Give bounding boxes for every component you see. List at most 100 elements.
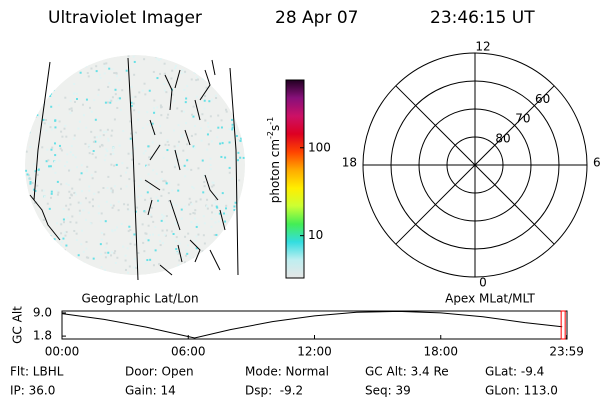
speckle (78, 212, 81, 215)
speckle (97, 212, 100, 215)
ring-label: 70 (515, 112, 530, 126)
speckle (203, 99, 206, 102)
speckle (159, 125, 162, 128)
speckle (163, 89, 166, 92)
speckle (133, 133, 136, 136)
speckle (153, 110, 156, 113)
y-tick-label: 1.8 (33, 329, 52, 343)
speckle (197, 233, 200, 236)
speckle (184, 205, 187, 208)
speckle (173, 129, 176, 132)
speckle (231, 177, 234, 180)
speckle (125, 69, 128, 72)
speckle (50, 148, 53, 151)
speckle (29, 180, 32, 183)
speckle (232, 268, 235, 271)
speckle (137, 252, 140, 255)
speckle (65, 270, 68, 273)
speckle (95, 135, 98, 138)
speckle (171, 59, 174, 62)
speckle (221, 192, 224, 195)
speckle (231, 74, 234, 77)
speckle (158, 263, 161, 266)
speckle (204, 66, 207, 69)
speckle (196, 223, 199, 226)
speckle (38, 229, 41, 232)
speckle (215, 76, 218, 79)
speckle (244, 171, 245, 174)
speckle (124, 171, 127, 174)
speckle (223, 82, 226, 85)
speckle (143, 210, 146, 213)
speckle (113, 72, 116, 75)
speckle (94, 55, 97, 58)
colorbar-label: photon cm-2s-1 (266, 117, 282, 204)
speckle (60, 244, 63, 247)
speckle (167, 143, 170, 146)
speckle (133, 60, 136, 63)
speckle (205, 86, 208, 89)
speckle (211, 258, 214, 261)
speckle (155, 196, 158, 199)
speckle (80, 172, 83, 175)
status-field: GLat: -9.4 (485, 365, 544, 379)
speckle (86, 63, 89, 66)
speckle (183, 164, 186, 167)
speckle (33, 201, 36, 204)
speckle (60, 149, 63, 152)
speckle (242, 156, 245, 159)
speckle (50, 190, 53, 193)
speckle (49, 126, 52, 129)
speckle (209, 168, 212, 171)
speckle (26, 261, 29, 264)
speckle (160, 194, 163, 197)
speckle (180, 217, 183, 220)
speckle (68, 190, 71, 193)
speckle (221, 73, 224, 76)
speckle (129, 120, 132, 123)
speckle (144, 198, 147, 201)
speckle (70, 107, 73, 110)
speckle (87, 63, 90, 66)
speckle (104, 256, 107, 259)
speckle (65, 231, 68, 234)
speckle (137, 118, 140, 121)
speckle (147, 224, 150, 227)
speckle (232, 156, 235, 159)
speckle (74, 100, 77, 103)
speckle (189, 201, 192, 204)
speckle (114, 250, 117, 253)
speckle (111, 129, 114, 132)
speckle (164, 234, 167, 237)
speckle (99, 135, 102, 138)
speckle (90, 174, 93, 177)
speckle (195, 79, 198, 82)
speckle (82, 61, 85, 64)
speckle (193, 146, 196, 149)
speckle (25, 188, 28, 191)
speckle (85, 98, 88, 101)
speckle (89, 222, 92, 225)
speckle (163, 62, 166, 65)
speckle (208, 246, 211, 249)
speckle (58, 235, 61, 238)
speckle (156, 106, 159, 109)
speckle (56, 274, 59, 275)
speckle (31, 73, 34, 76)
speckle (33, 244, 36, 247)
speckle (74, 193, 77, 196)
speckle (87, 256, 90, 259)
speckle (175, 222, 178, 225)
speckle (71, 59, 74, 62)
speckle (63, 249, 66, 252)
speckle (49, 75, 52, 78)
speckle (214, 213, 217, 216)
speckle (241, 75, 244, 78)
speckle (202, 270, 205, 273)
speckle (147, 239, 150, 242)
speckle (110, 189, 113, 192)
speckle (126, 166, 129, 169)
speckle (193, 212, 196, 215)
speckle (65, 252, 68, 255)
speckle (106, 254, 109, 257)
